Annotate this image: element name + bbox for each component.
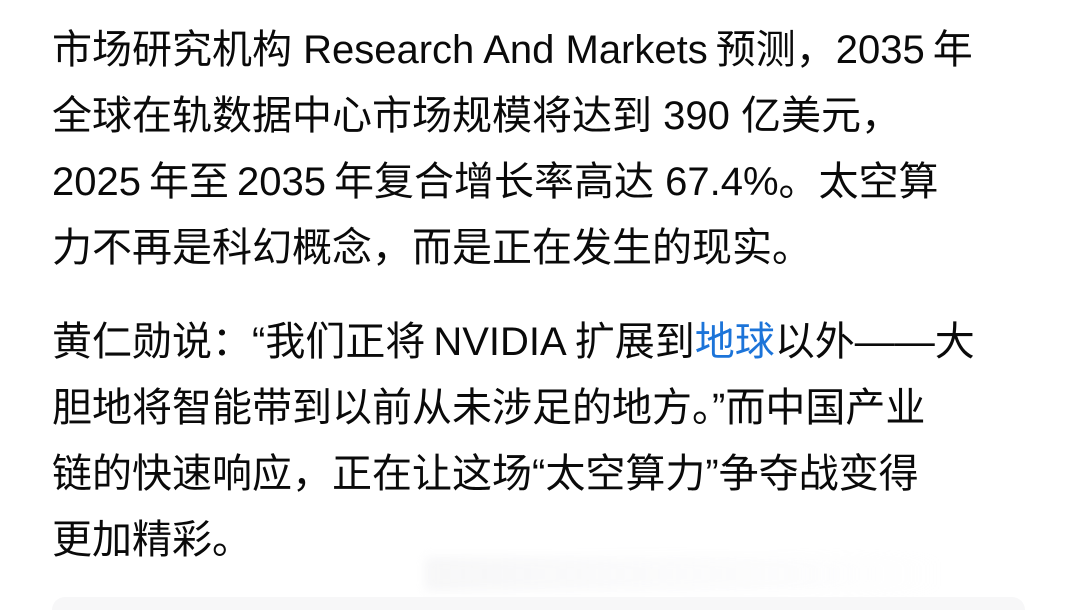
quote-text-before-link: 黄仁勋说：“我们正将 NVIDIA 扩展到 (52, 320, 695, 364)
earth-link[interactable]: 地球 (694, 320, 775, 364)
next-card-top-edge (52, 597, 1025, 610)
article-body: 市场研究机构 Research And Markets 预测，2035 年 全球… (52, 17, 1054, 601)
paragraph-market-forecast: 市场研究机构 Research And Markets 预测，2035 年 全球… (52, 28, 973, 270)
paragraph-huang-quote: 黄仁勋说：“我们正将 NVIDIA 扩展到地球以外——大 胆地将智能带到以前从未… (52, 309, 1054, 573)
quote-text-after-link: 以外——大 胆地将智能带到以前从未涉足的地方。”而中国产业 链的快速响应，正在让… (52, 320, 975, 562)
